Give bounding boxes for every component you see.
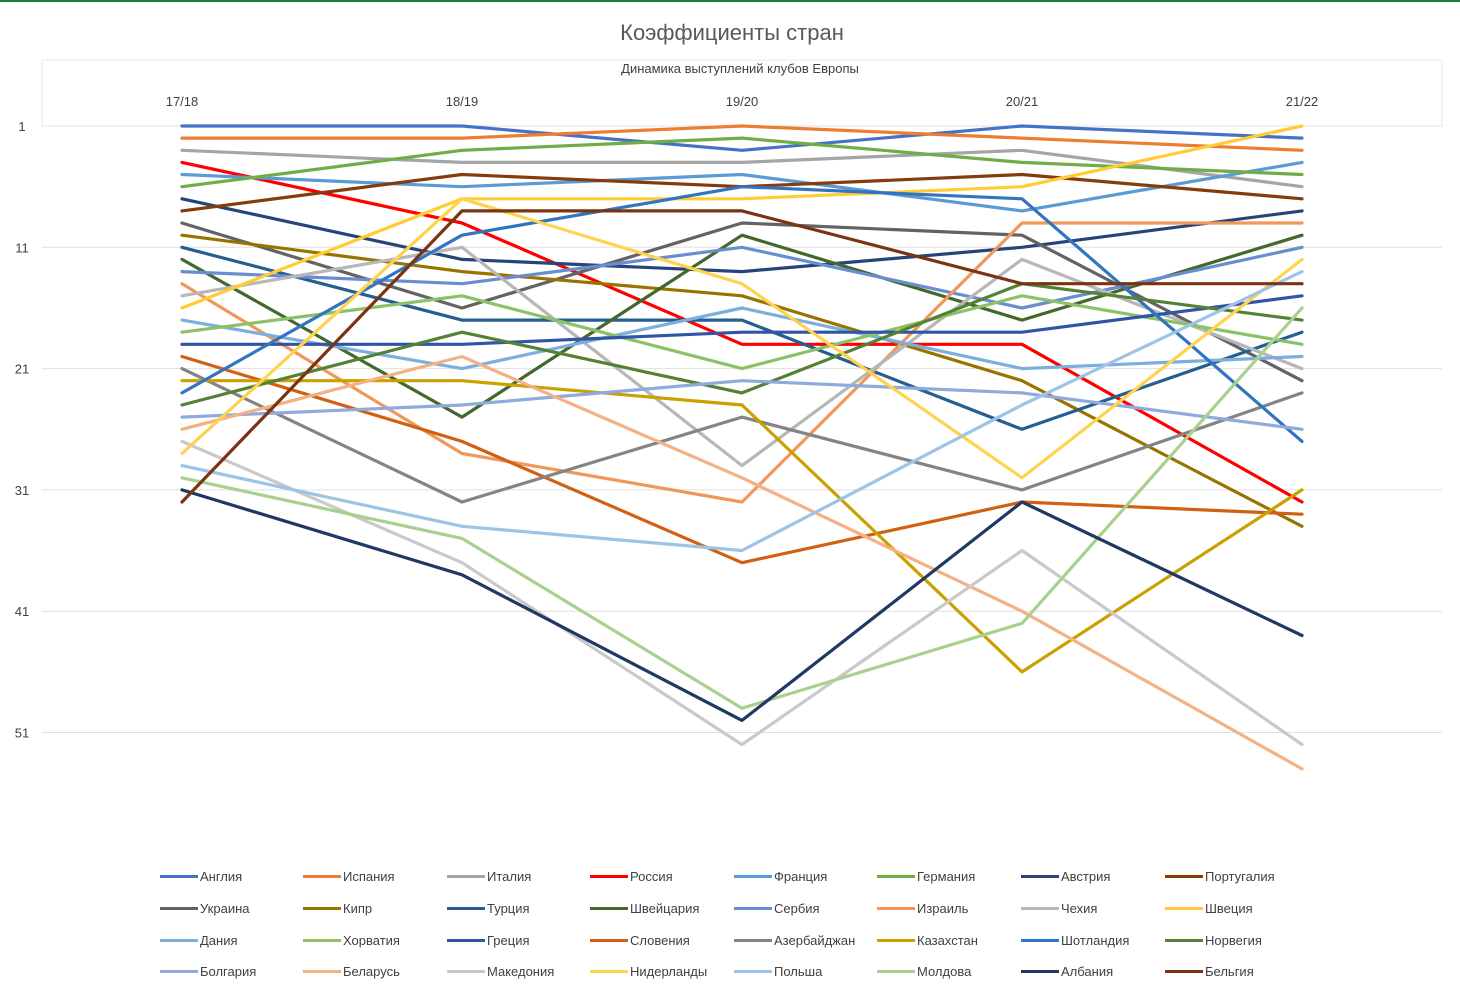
series-line-17 <box>180 306 1304 371</box>
series-line-28 <box>180 197 1304 480</box>
series-line-24 <box>180 282 1304 407</box>
series-line-11 <box>180 245 1304 431</box>
x-tick-label: 20/21 <box>1006 94 1039 109</box>
series-line-3 <box>180 148 1304 189</box>
chart-subtitle: Динамика выступлений клубов Европы <box>621 61 859 76</box>
series-line-31 <box>180 488 1304 723</box>
series-line-12 <box>180 233 1304 419</box>
x-tick-label: 18/19 <box>446 94 479 109</box>
series-lines <box>180 124 1304 771</box>
y-tick-label: 51 <box>15 726 29 741</box>
series-line-19 <box>180 294 1304 346</box>
series-line-1 <box>180 124 1304 152</box>
y-tick-label: 11 <box>15 240 29 255</box>
series-line-29 <box>180 270 1304 553</box>
series-line-7 <box>180 197 1304 274</box>
x-tick-label: 17/18 <box>166 94 199 109</box>
x-axis-labels: 17/18 18/19 19/20 20/21 21/22 <box>166 94 1319 109</box>
series-line-2 <box>180 124 1304 152</box>
y-tick-label: 31 <box>15 483 29 498</box>
x-tick-label: 19/20 <box>726 94 759 109</box>
y-tick-label: 21 <box>15 362 29 377</box>
series-line-14 <box>180 221 1304 504</box>
y-tick-label: 41 <box>15 604 29 619</box>
x-tick-label: 21/22 <box>1286 94 1319 109</box>
series-line-23 <box>180 185 1304 443</box>
series-line-30 <box>180 306 1304 710</box>
chart-title: Коэффициенты стран <box>620 20 844 45</box>
series-line-32 <box>180 209 1304 504</box>
y-tick-label: 1 <box>18 119 25 134</box>
window-top-border <box>0 0 1460 2</box>
series-line-20 <box>180 354 1304 565</box>
series-line-16 <box>180 124 1304 310</box>
series-line-27 <box>180 439 1304 747</box>
series-line-5 <box>180 160 1304 213</box>
series-line-10 <box>180 233 1304 528</box>
series-line-13 <box>180 245 1304 310</box>
series-line-21 <box>180 367 1304 504</box>
series-line-26 <box>180 354 1304 771</box>
